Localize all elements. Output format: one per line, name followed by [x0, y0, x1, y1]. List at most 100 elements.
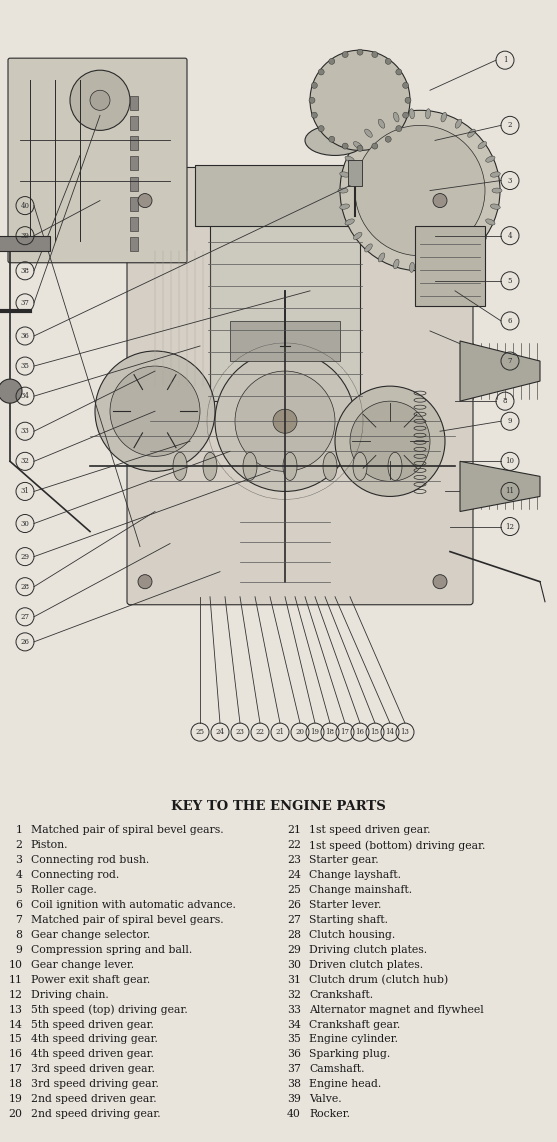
Ellipse shape	[345, 219, 354, 225]
Text: 35: 35	[21, 362, 30, 370]
Circle shape	[138, 574, 152, 589]
Text: 39: 39	[287, 1094, 301, 1104]
Circle shape	[372, 143, 378, 150]
Text: 20: 20	[8, 1109, 22, 1119]
Text: 19: 19	[310, 729, 320, 737]
Ellipse shape	[409, 108, 414, 119]
Bar	[130, 236, 138, 251]
Circle shape	[385, 136, 391, 143]
Text: Crankshaft.: Crankshaft.	[309, 990, 373, 999]
Ellipse shape	[486, 156, 495, 162]
Ellipse shape	[478, 142, 487, 148]
Text: Clutch drum (clutch hub): Clutch drum (clutch hub)	[309, 975, 448, 986]
Text: 29: 29	[287, 944, 301, 955]
Text: Change mainshaft.: Change mainshaft.	[309, 885, 412, 895]
Ellipse shape	[323, 452, 337, 481]
Circle shape	[311, 112, 317, 118]
Ellipse shape	[353, 452, 367, 481]
Text: Power exit shaft gear.: Power exit shaft gear.	[31, 975, 150, 984]
Text: 34: 34	[287, 1020, 301, 1029]
Text: 38: 38	[21, 267, 30, 275]
Text: 2: 2	[15, 841, 22, 851]
Circle shape	[396, 126, 402, 131]
Text: Gear change lever.: Gear change lever.	[31, 959, 134, 970]
Text: 33: 33	[287, 1005, 301, 1014]
Ellipse shape	[378, 252, 385, 262]
Circle shape	[235, 371, 335, 472]
Text: 5th speed driven gear.: 5th speed driven gear.	[31, 1020, 154, 1029]
Ellipse shape	[393, 259, 399, 268]
Text: 35: 35	[287, 1035, 301, 1045]
Text: 4: 4	[508, 232, 512, 240]
FancyBboxPatch shape	[127, 168, 473, 605]
Circle shape	[357, 145, 363, 152]
Text: 13: 13	[8, 1005, 22, 1014]
Text: 1: 1	[15, 826, 22, 836]
Bar	[130, 196, 138, 210]
Ellipse shape	[490, 171, 500, 177]
Circle shape	[309, 97, 315, 103]
Text: 9: 9	[16, 944, 22, 955]
Text: Coil ignition with automatic advance.: Coil ignition with automatic advance.	[31, 900, 236, 910]
Ellipse shape	[173, 452, 187, 481]
Circle shape	[329, 136, 335, 143]
Text: Valve.: Valve.	[309, 1094, 342, 1104]
Bar	[348, 161, 362, 185]
Bar	[0, 235, 50, 251]
Ellipse shape	[338, 188, 348, 193]
Text: 26: 26	[287, 900, 301, 910]
Ellipse shape	[243, 452, 257, 481]
Text: Matched pair of spiral bevel gears.: Matched pair of spiral bevel gears.	[31, 826, 223, 836]
Ellipse shape	[490, 204, 500, 209]
Bar	[130, 217, 138, 231]
Text: Crankshaft gear.: Crankshaft gear.	[309, 1020, 400, 1029]
Ellipse shape	[409, 263, 414, 272]
Circle shape	[0, 379, 22, 403]
Text: 22: 22	[256, 729, 265, 737]
Ellipse shape	[486, 219, 495, 225]
Circle shape	[433, 574, 447, 589]
Text: 17: 17	[8, 1064, 22, 1075]
Text: Change layshaft.: Change layshaft.	[309, 870, 401, 880]
Text: 6: 6	[15, 900, 22, 910]
Ellipse shape	[441, 259, 447, 268]
Text: 9: 9	[508, 417, 512, 425]
Circle shape	[385, 58, 391, 64]
Text: 37: 37	[21, 299, 30, 307]
Text: 15: 15	[8, 1035, 22, 1045]
Bar	[130, 177, 138, 191]
Text: 4th speed driving gear.: 4th speed driving gear.	[31, 1035, 158, 1045]
Text: 12: 12	[506, 523, 515, 531]
Text: Alternator magnet and flywheel: Alternator magnet and flywheel	[309, 1005, 484, 1014]
Bar	[230, 321, 340, 361]
Text: 6: 6	[508, 317, 512, 325]
Text: 30: 30	[21, 520, 30, 528]
Ellipse shape	[455, 119, 462, 128]
Ellipse shape	[478, 232, 487, 240]
Text: 27: 27	[287, 915, 301, 925]
Text: 40: 40	[21, 202, 30, 210]
Circle shape	[335, 386, 445, 497]
Ellipse shape	[393, 112, 399, 122]
Text: 14: 14	[8, 1020, 22, 1029]
Text: 29: 29	[21, 553, 30, 561]
Ellipse shape	[203, 452, 217, 481]
Text: 5: 5	[16, 885, 22, 895]
Text: 5th speed (top) driving gear.: 5th speed (top) driving gear.	[31, 1005, 187, 1015]
Ellipse shape	[468, 129, 475, 137]
Bar	[130, 136, 138, 151]
Text: Compression spring and ball.: Compression spring and ball.	[31, 944, 192, 955]
Text: 25: 25	[287, 885, 301, 895]
Circle shape	[318, 69, 324, 75]
Text: Connecting rod bush.: Connecting rod bush.	[31, 855, 149, 866]
Circle shape	[396, 69, 402, 75]
Text: Piston.: Piston.	[31, 841, 68, 851]
Text: 11: 11	[8, 975, 22, 984]
Bar	[130, 116, 138, 130]
Ellipse shape	[426, 263, 431, 272]
Circle shape	[433, 193, 447, 208]
Circle shape	[355, 126, 485, 256]
Bar	[415, 226, 485, 306]
Text: 38: 38	[287, 1079, 301, 1089]
Text: 28: 28	[21, 582, 30, 590]
